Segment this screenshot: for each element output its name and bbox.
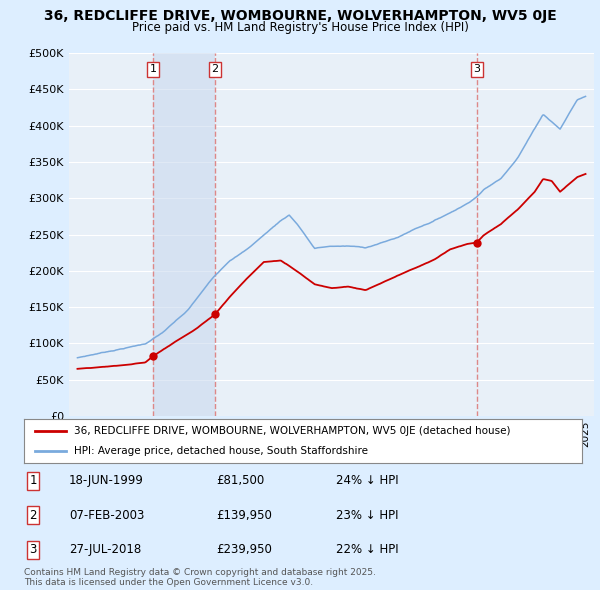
- Text: Price paid vs. HM Land Registry's House Price Index (HPI): Price paid vs. HM Land Registry's House …: [131, 21, 469, 34]
- Text: 18-JUN-1999: 18-JUN-1999: [69, 474, 144, 487]
- Text: £139,950: £139,950: [216, 509, 272, 522]
- Text: 1: 1: [149, 64, 157, 74]
- Text: 3: 3: [29, 543, 37, 556]
- Text: 1: 1: [29, 474, 37, 487]
- Text: £239,950: £239,950: [216, 543, 272, 556]
- Text: 24% ↓ HPI: 24% ↓ HPI: [336, 474, 398, 487]
- Text: £81,500: £81,500: [216, 474, 264, 487]
- Text: 07-FEB-2003: 07-FEB-2003: [69, 509, 145, 522]
- Text: Contains HM Land Registry data © Crown copyright and database right 2025.
This d: Contains HM Land Registry data © Crown c…: [24, 568, 376, 587]
- Text: 2: 2: [211, 64, 218, 74]
- Text: 2: 2: [29, 509, 37, 522]
- Text: 23% ↓ HPI: 23% ↓ HPI: [336, 509, 398, 522]
- Text: 36, REDCLIFFE DRIVE, WOMBOURNE, WOLVERHAMPTON, WV5 0JE: 36, REDCLIFFE DRIVE, WOMBOURNE, WOLVERHA…: [44, 9, 556, 23]
- Text: 36, REDCLIFFE DRIVE, WOMBOURNE, WOLVERHAMPTON, WV5 0JE (detached house): 36, REDCLIFFE DRIVE, WOMBOURNE, WOLVERHA…: [74, 426, 511, 436]
- Text: 22% ↓ HPI: 22% ↓ HPI: [336, 543, 398, 556]
- Text: HPI: Average price, detached house, South Staffordshire: HPI: Average price, detached house, Sout…: [74, 446, 368, 456]
- Bar: [153, 53, 215, 416]
- Text: 3: 3: [473, 64, 480, 74]
- Text: 27-JUL-2018: 27-JUL-2018: [69, 543, 141, 556]
